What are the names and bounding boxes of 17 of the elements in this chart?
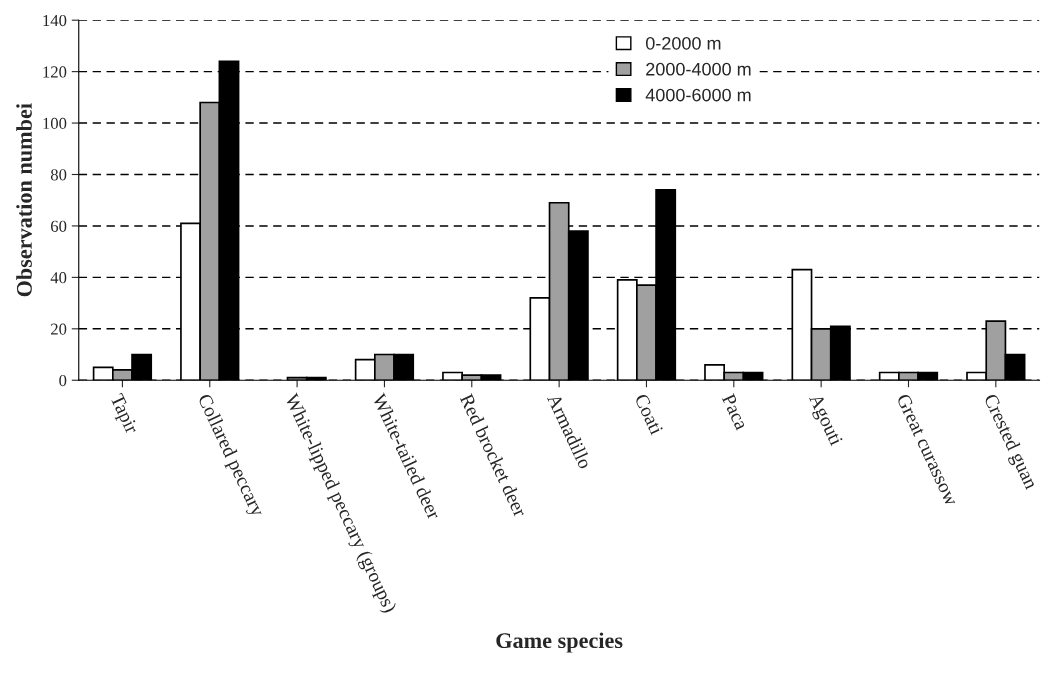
y-tick-label: 20 [51,323,67,335]
x-tick-label: Coati [634,393,664,436]
y-tick-label: 80 [50,169,67,181]
x-tick-label: Red brocket deer [459,392,528,519]
y-tick-label: 0 [59,374,67,387]
y-tick-label: 120 [43,66,67,78]
x-axis-title: Game species [496,632,623,653]
x-tick-label: Paca [721,392,749,431]
x-tick-label: Tapir [106,392,140,437]
y-axis-title: Observation numbei [16,103,32,297]
y-tick-label: 100 [43,117,67,130]
y-tick-label: 60 [50,220,67,232]
legend-label: 0-2000 m [645,36,721,50]
legend-label: 2000-4000 m [646,62,751,76]
legend-label: 4000-6000 m [645,88,751,102]
y-tick-label: 40 [50,272,67,284]
y-tick-label: 140 [43,14,67,27]
